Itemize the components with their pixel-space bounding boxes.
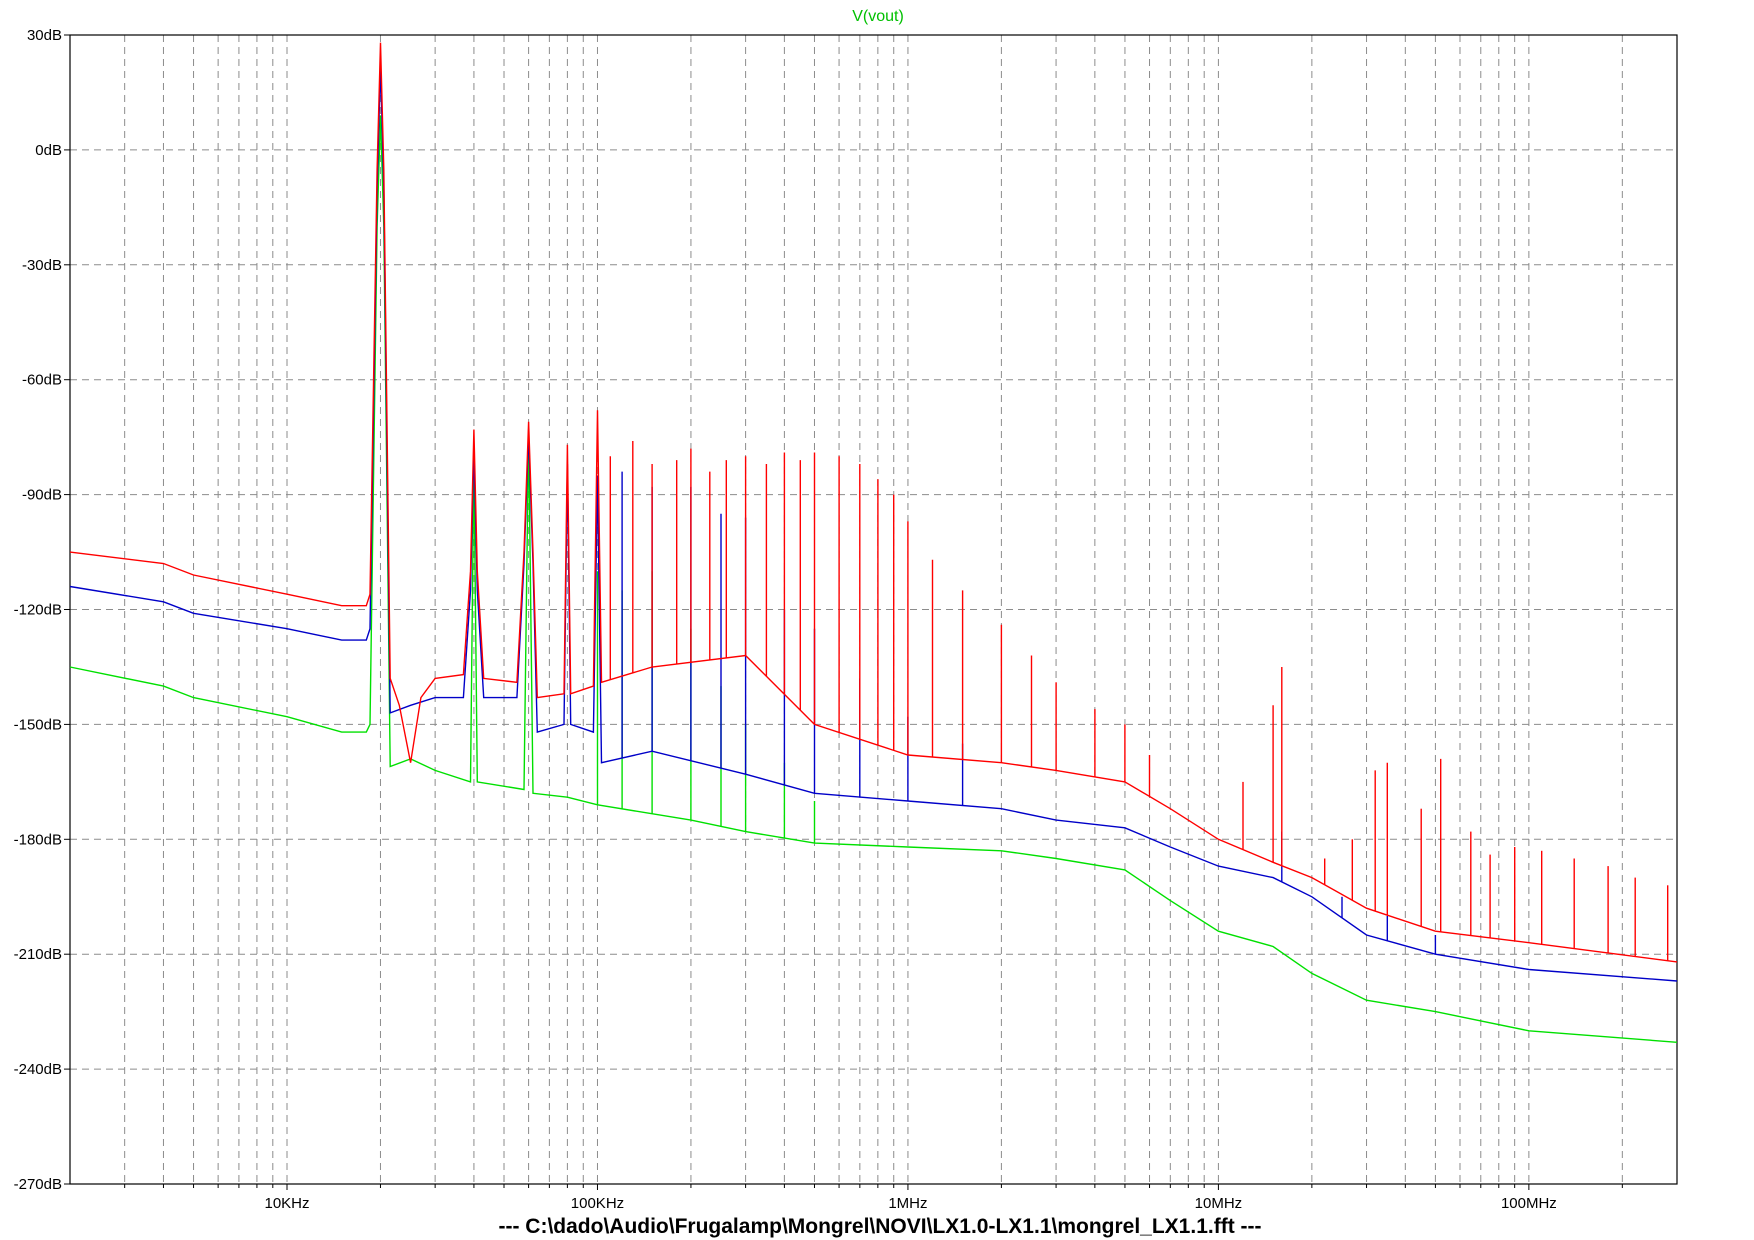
y-tick-label: -150dB bbox=[14, 716, 62, 733]
y-tick-label: -180dB bbox=[14, 831, 62, 848]
series-line bbox=[69, 115, 1678, 1043]
series-trace bbox=[69, 65, 1678, 982]
y-tick-label: -30dB bbox=[22, 257, 62, 274]
series-group bbox=[69, 42, 1678, 1043]
file-path-footer: --- C:\dado\Audio\Frugalamp\Mongrel\NOVI… bbox=[498, 1215, 1261, 1238]
series-trace bbox=[69, 42, 1678, 963]
grid-lines bbox=[70, 35, 1677, 1184]
x-tick-label: 10KHz bbox=[264, 1195, 309, 1212]
y-tick-label: -60dB bbox=[22, 372, 62, 389]
series-line bbox=[69, 42, 1678, 963]
x-tick-label: 100MHz bbox=[1501, 1195, 1557, 1212]
x-tick-label: 10MHz bbox=[1195, 1195, 1243, 1212]
y-axis-ticks: 30dB 0dB -30dB -60dB -90dB -120dB -150dB -180dB… bbox=[14, 27, 70, 1193]
chart-title: V(vout) bbox=[852, 8, 904, 25]
y-tick-label: 0dB bbox=[35, 142, 62, 159]
y-tick-label: -210dB bbox=[14, 946, 62, 963]
y-tick-label: 30dB bbox=[27, 27, 62, 44]
x-tick-label: 1MHz bbox=[888, 1195, 927, 1212]
x-tick-label: 100KHz bbox=[571, 1195, 624, 1212]
x-axis-ticks: 10KHz 100KHz 1MHz 10MHz 100MHz bbox=[124, 1184, 1623, 1212]
y-tick-label: -240dB bbox=[14, 1061, 62, 1078]
series-line bbox=[69, 65, 1678, 982]
y-tick-label: -120dB bbox=[14, 602, 62, 619]
y-tick-label: -90dB bbox=[22, 487, 62, 504]
series-trace bbox=[69, 115, 1678, 1043]
y-tick-label: -270dB bbox=[14, 1176, 62, 1193]
